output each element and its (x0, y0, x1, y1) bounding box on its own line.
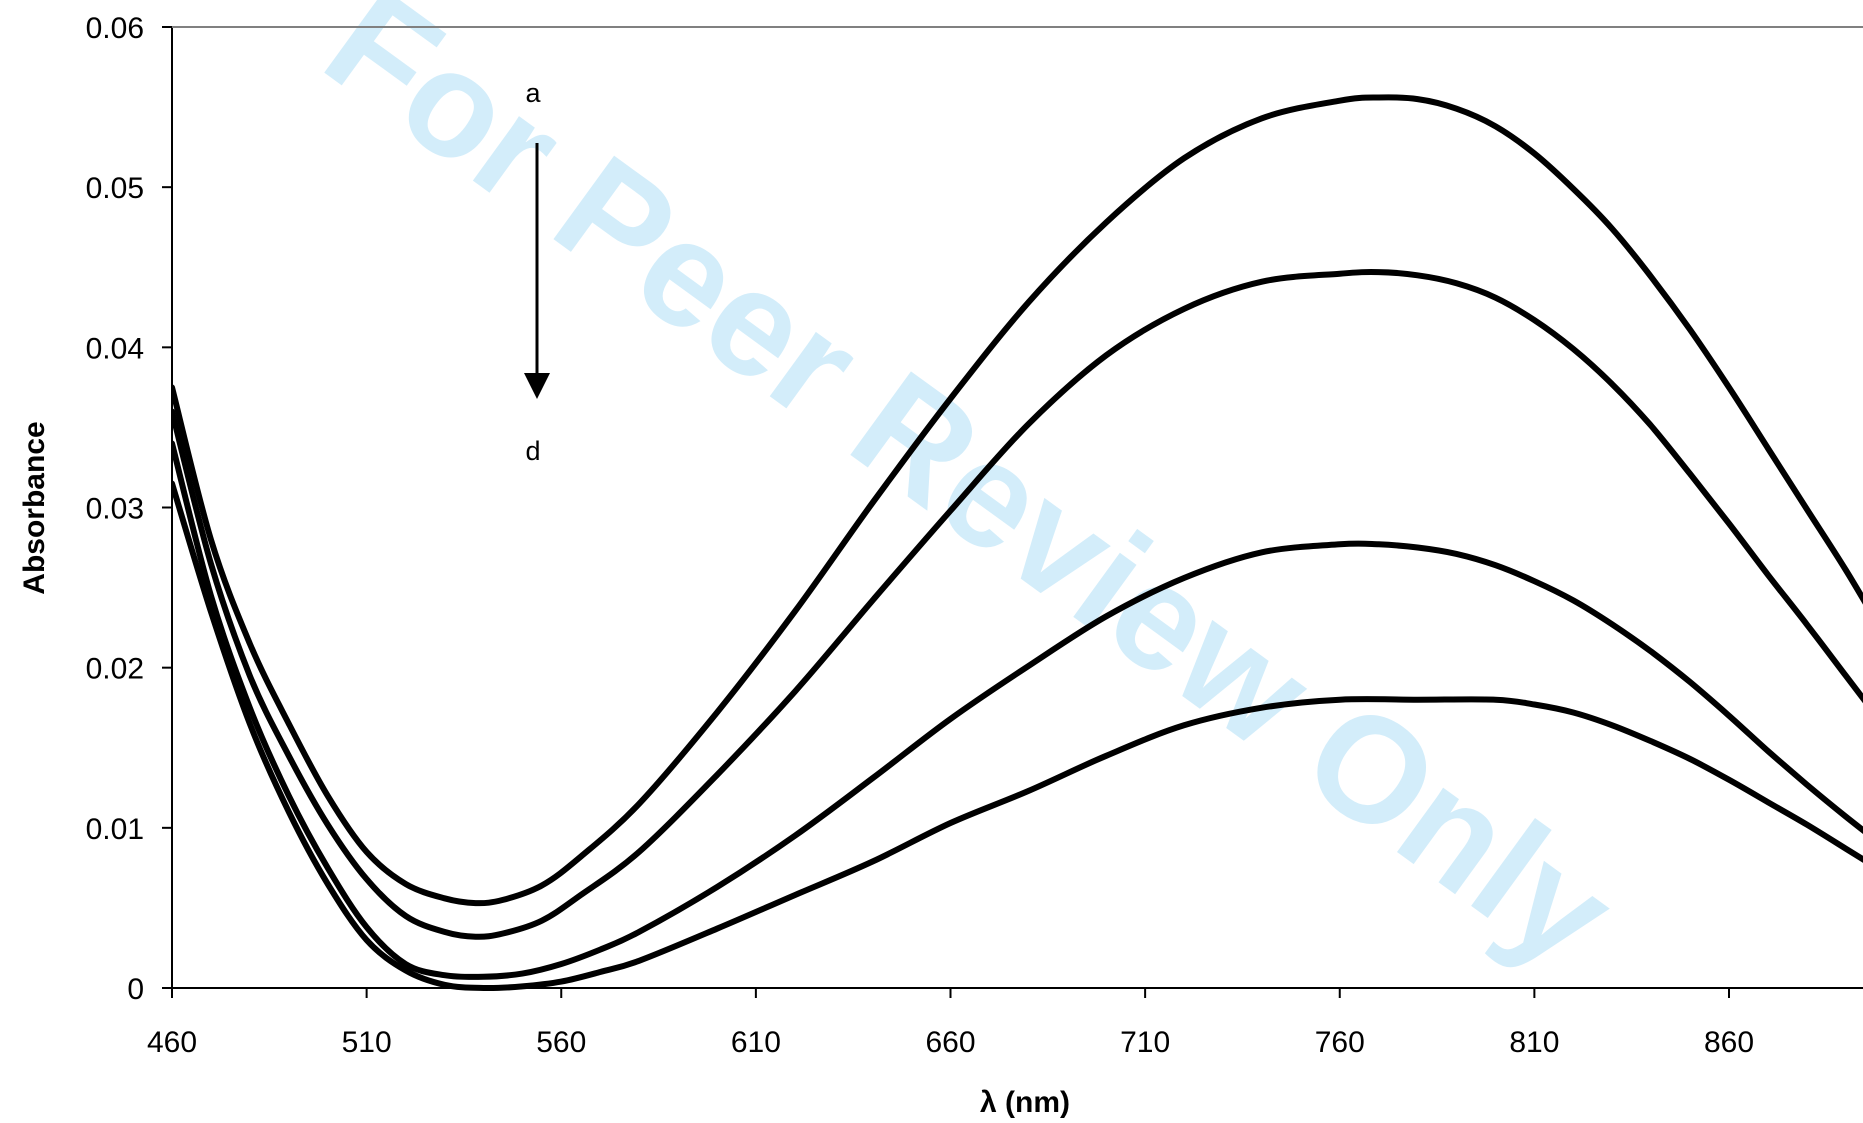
y-ticks: 0 0.01 0.02 0.03 0.04 0.05 0.06 (86, 12, 172, 1006)
x-tick-label: 860 (1704, 1026, 1754, 1059)
x-tick-label: 810 (1509, 1026, 1559, 1059)
y-tick-label: 0.02 (86, 653, 144, 686)
x-tick-label: 610 (731, 1026, 781, 1059)
annotation-start-label: a (525, 78, 541, 108)
y-tick-label: 0.04 (86, 332, 144, 365)
watermark-text: For Peer Review Only (297, 0, 1643, 999)
y-tick-label: 0 (127, 973, 144, 1006)
x-tick-label: 660 (925, 1026, 975, 1059)
annotation-end-label: d (525, 436, 540, 466)
x-tick-label: 710 (1120, 1026, 1170, 1059)
y-tick-label: 0.06 (86, 12, 144, 45)
x-tick-label: 760 (1315, 1026, 1365, 1059)
y-axis-title: Absorbance (18, 421, 51, 594)
x-tick-label: 510 (342, 1026, 392, 1059)
annotation-arrow-head (524, 373, 550, 399)
y-tick-label: 0.05 (86, 172, 144, 205)
watermark: For Peer Review Only (297, 0, 1643, 999)
x-tick-label: 560 (536, 1026, 586, 1059)
y-tick-label: 0.01 (86, 813, 144, 846)
x-ticks: 460 510 560 610 660 710 760 810 860 (147, 988, 1754, 1059)
x-axis-title: λ (nm) (980, 1086, 1070, 1119)
x-tick-label: 460 (147, 1026, 197, 1059)
y-tick-label: 0.03 (86, 493, 144, 526)
